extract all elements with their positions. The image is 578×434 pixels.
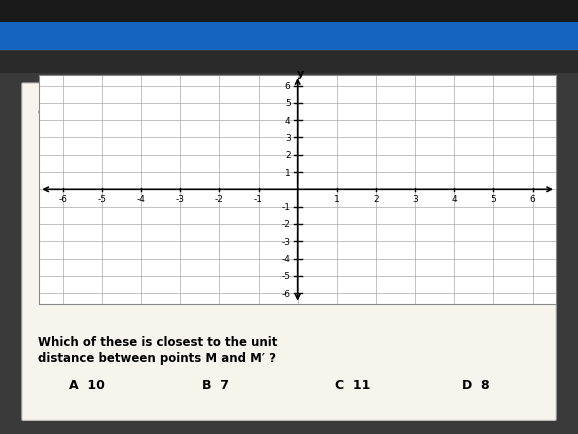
Text: D  8: D 8 [462, 378, 490, 391]
Text: -3: -3 [176, 194, 185, 203]
Text: Point M is located at (−3, −5) on a: Point M is located at (−3, −5) on a [55, 90, 252, 100]
Text: -1: -1 [254, 194, 263, 203]
Bar [0, 23, 578, 51]
Text: 1: 1 [285, 168, 291, 177]
Text: 1: 1 [38, 90, 46, 103]
Text: -1: -1 [281, 203, 291, 212]
Text: distance between points M and M′ ?: distance between points M and M′ ? [38, 351, 276, 364]
Bar [0, 0, 578, 23]
Text: y: y [297, 69, 305, 79]
Text: 3: 3 [285, 134, 291, 143]
Text: 5: 5 [285, 99, 291, 108]
Text: A  10: A 10 [69, 378, 105, 391]
Text: -4: -4 [281, 254, 291, 263]
Text: -2: -2 [281, 220, 291, 229]
Text: -5: -5 [281, 272, 291, 281]
Text: 2: 2 [285, 151, 291, 160]
Text: B  7: B 7 [202, 378, 229, 391]
Text: 4: 4 [285, 116, 291, 125]
Text: 1: 1 [334, 194, 340, 203]
Text: units right and 5 units up to make Point M′: units right and 5 units up to make Point… [38, 124, 280, 134]
FancyBboxPatch shape [22, 84, 556, 420]
Text: Which of these is closest to the unit: Which of these is closest to the unit [38, 335, 277, 348]
Text: C  11: C 11 [335, 378, 370, 391]
Text: 5: 5 [491, 194, 497, 203]
Text: -4: -4 [136, 194, 146, 203]
Text: -6: -6 [281, 289, 291, 298]
Text: -5: -5 [98, 194, 106, 203]
Text: -3: -3 [281, 237, 291, 246]
Text: 2: 2 [373, 194, 379, 203]
Text: 6: 6 [529, 194, 535, 203]
Text: -2: -2 [215, 194, 224, 203]
Bar [0, 53, 578, 74]
Text: 4: 4 [451, 194, 457, 203]
Text: 6: 6 [285, 82, 291, 91]
Text: coordinate grid. Point M is translated 6: coordinate grid. Point M is translated 6 [38, 107, 259, 117]
Text: 3: 3 [412, 194, 418, 203]
Text: -6: -6 [58, 194, 67, 203]
